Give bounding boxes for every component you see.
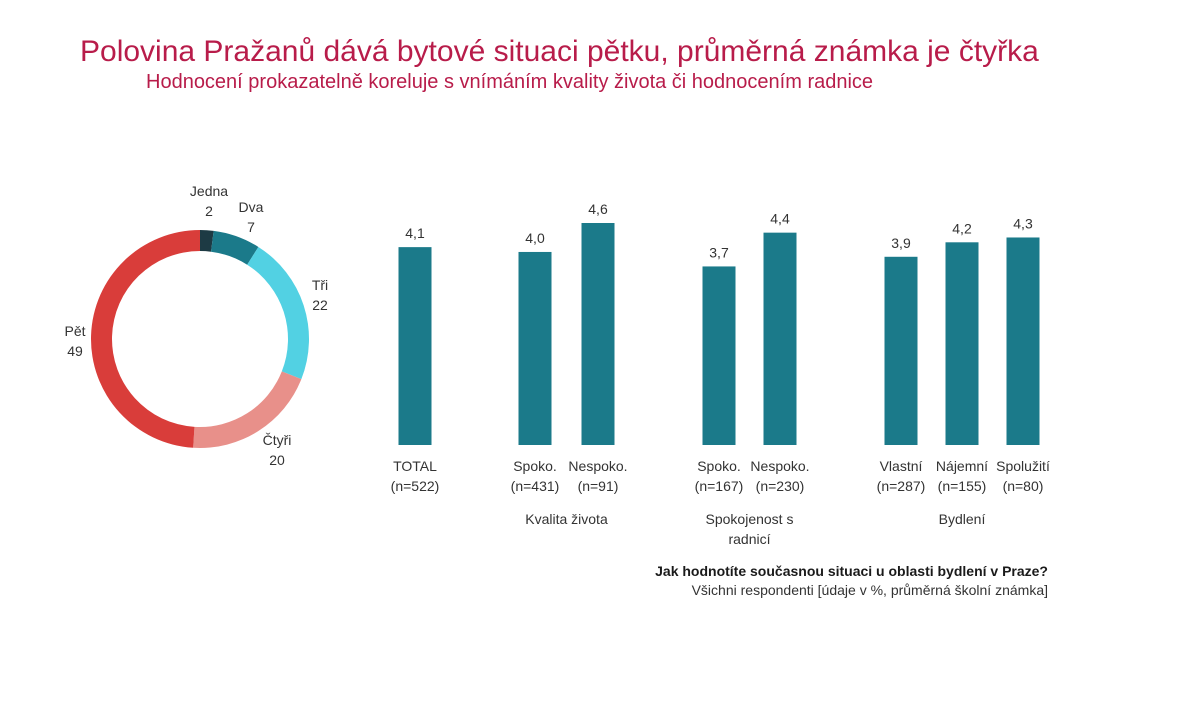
svg-text:Spokojenost s: Spokojenost s — [706, 511, 794, 527]
bar-chart: 4,1 TOTAL (n=522) 4,0 Spoko. (n=431) 4,6 Nespok… — [391, 201, 1050, 547]
donut-chart: Jedna 2 Dva 7 Tři 22 Čtyři 20 Pět 49 — [64, 183, 328, 468]
bar-value-label-2-1: 4,4 — [770, 211, 790, 227]
bar-category-label-1-1: Nespoko. — [568, 458, 627, 474]
bar-value-label-3-2: 4,3 — [1013, 215, 1033, 231]
donut-slice-5 — [91, 230, 200, 448]
bar-category-label-3-0: Vlastní — [880, 458, 923, 474]
bar-n-label-0-0: (n=522) — [391, 478, 440, 494]
bar-n-label-3-1: (n=155) — [938, 478, 987, 494]
bar-0-0 — [398, 247, 432, 445]
donut-slice-4 — [193, 371, 302, 448]
donut-value-2: 7 — [247, 219, 255, 235]
donut-slice-2 — [211, 230, 259, 265]
bar-3-2 — [1006, 237, 1040, 445]
bar-value-label-1-0: 4,0 — [525, 230, 545, 246]
survey-question: Jak hodnotíte současnou situaci u oblast… — [655, 563, 1048, 579]
bar-2-0 — [702, 266, 736, 445]
svg-text:radnicí: radnicí — [728, 531, 770, 547]
donut-label-5: Pět — [64, 323, 85, 339]
donut-value-4: 20 — [269, 452, 285, 468]
group-label-3: Bydlení — [939, 511, 986, 527]
chart-title: Polovina Pražanů dává bytové situaci pět… — [80, 35, 1039, 68]
donut-slice-3 — [247, 246, 309, 380]
donut-label-3: Tři — [312, 277, 328, 293]
survey-note: Všichni respondenti [údaje v %, průměrná… — [691, 582, 1048, 598]
group-label-2: Spokojenost s radnicí — [706, 511, 794, 547]
bar-value-label-3-1: 4,2 — [952, 220, 972, 236]
donut-label-2: Dva — [239, 199, 264, 215]
bar-n-label-2-0: (n=167) — [695, 478, 744, 494]
bar-n-label-3-0: (n=287) — [877, 478, 926, 494]
donut-value-5: 49 — [67, 343, 83, 359]
bar-n-label-1-1: (n=91) — [578, 478, 619, 494]
donut-value-1: 2 — [205, 203, 213, 219]
bar-value-label-2-0: 3,7 — [709, 244, 729, 260]
bar-category-label-3-1: Nájemní — [936, 458, 988, 474]
bar-value-label-0-0: 4,1 — [405, 225, 425, 241]
bar-n-label-1-0: (n=431) — [511, 478, 560, 494]
bar-category-label-0-0: TOTAL — [393, 458, 437, 474]
bar-2-1 — [763, 232, 797, 445]
bar-1-0 — [518, 251, 552, 445]
bar-category-label-2-0: Spoko. — [697, 458, 741, 474]
group-label-1: Kvalita života — [525, 511, 608, 527]
donut-label-1: Jedna — [190, 183, 228, 199]
bar-3-1 — [945, 242, 979, 445]
bar-category-label-3-2: Spolužití — [996, 458, 1050, 474]
donut-label-4: Čtyři — [263, 432, 292, 448]
bar-category-label-2-1: Nespoko. — [750, 458, 809, 474]
bar-value-label-1-1: 4,6 — [588, 201, 608, 217]
svg-text:Bydlení: Bydlení — [939, 511, 986, 527]
bar-value-label-3-0: 3,9 — [891, 235, 911, 251]
bar-3-0 — [884, 256, 918, 445]
svg-text:Kvalita života: Kvalita života — [525, 511, 608, 527]
bar-category-label-1-0: Spoko. — [513, 458, 557, 474]
chart-subtitle: Hodnocení prokazatelně koreluje s vnímán… — [146, 71, 874, 93]
bar-n-label-3-2: (n=80) — [1003, 478, 1044, 494]
bar-1-1 — [581, 223, 615, 445]
donut-slice-1 — [200, 230, 214, 252]
donut-value-3: 22 — [312, 297, 328, 313]
bar-n-label-2-1: (n=230) — [756, 478, 805, 494]
